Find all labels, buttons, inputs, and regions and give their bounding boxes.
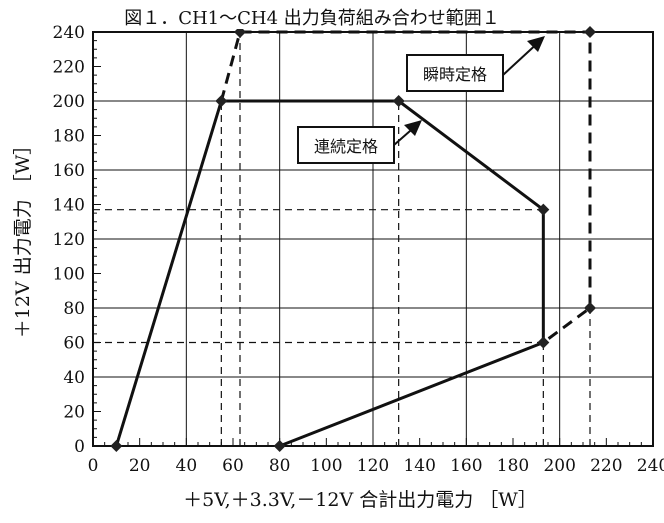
callout-box <box>297 126 395 164</box>
callout-label: 瞬時定格 <box>423 65 487 84</box>
title-mask <box>120 5 500 29</box>
y-tick-label: 0 <box>74 437 85 457</box>
series-line-continuous-rating <box>114 99 545 448</box>
reference-lines <box>93 32 591 446</box>
x-tick-label: 160 <box>450 456 482 476</box>
data-point <box>215 95 228 107</box>
y-tick-label: 80 <box>63 299 85 319</box>
x-tick-label: 100 <box>310 456 342 476</box>
data-point <box>537 336 550 349</box>
x-tick-label: 180 <box>497 456 529 476</box>
chart-title: 図１．CH1～CH4 出力負荷組み合わせ範囲１ <box>124 8 500 29</box>
y-tick-label: 100 <box>53 265 85 285</box>
x-tick-label: 220 <box>590 456 622 476</box>
x-tick-label: 140 <box>403 456 435 476</box>
callout-continuous-rating: 連続定格 <box>297 120 422 164</box>
tick-labels: 0 20 40 60 80 100 120 140 160 180 200 220 240 0 20 40 60… <box>53 23 664 476</box>
x-tick-label: 0 <box>88 456 99 476</box>
y-tick-label: 60 <box>63 334 85 354</box>
callout-instant-rating: 瞬時定格 <box>406 36 545 92</box>
y-tick-label: 180 <box>53 127 85 147</box>
y-tick-label: 120 <box>53 230 85 250</box>
x-tick-label: 240 <box>637 456 664 476</box>
y-tick-label: 160 <box>53 161 85 181</box>
x-axis-title: ＋5V,＋3.3V,－12V 合計出力電力 ［W］ <box>183 489 537 511</box>
y-tick-label: 20 <box>63 403 85 423</box>
data-point <box>110 440 123 452</box>
callout-arrow-head <box>527 36 545 52</box>
x-tick-label: 40 <box>176 456 198 476</box>
data-point <box>537 203 550 216</box>
y-tick-label: 40 <box>63 368 85 388</box>
y-tick-label: 240 <box>53 23 85 43</box>
x-tick-label: 200 <box>543 456 575 476</box>
x-tick-label: 120 <box>357 456 389 476</box>
data-point <box>584 26 596 38</box>
y-tick-label: 220 <box>53 58 85 78</box>
callouts: 瞬時定格 連続定格 <box>297 36 545 164</box>
x-tick-label: 20 <box>129 456 151 476</box>
x-tick-label: 60 <box>222 456 244 476</box>
x-tick-label: 80 <box>269 456 291 476</box>
data-point <box>584 302 596 314</box>
callout-arrow-head <box>404 120 422 136</box>
y-tick-label: 140 <box>53 196 85 216</box>
minor-ticks <box>92 31 654 447</box>
data-point <box>273 440 286 452</box>
y-tick-label: 200 <box>53 92 85 112</box>
data-point <box>392 95 405 107</box>
marker-layer <box>110 26 596 452</box>
callout-box <box>406 54 504 92</box>
callout-label: 連続定格 <box>314 137 378 156</box>
y-axis-title: ＋12V 出力電力 ［W］ <box>12 136 34 339</box>
